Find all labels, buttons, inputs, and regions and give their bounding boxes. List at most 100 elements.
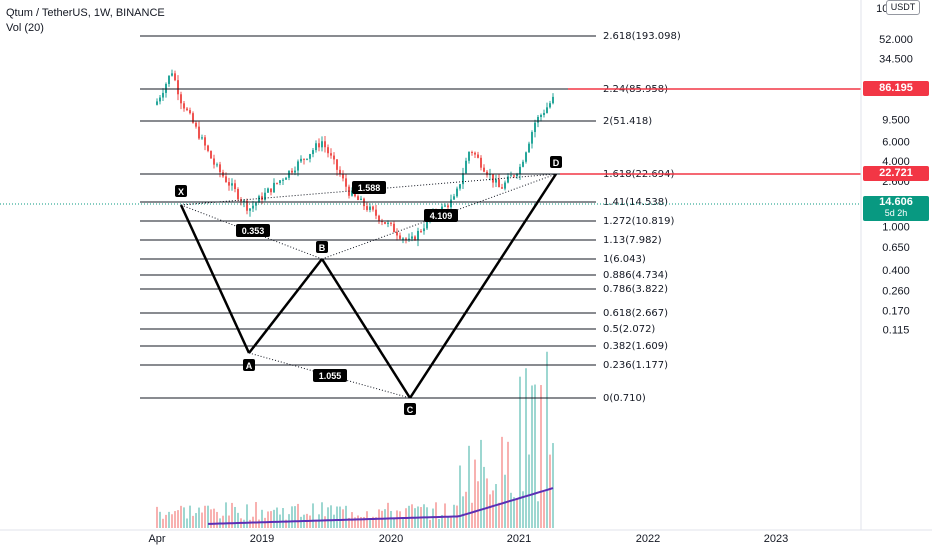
- fib-level-label: 0.382(1.609): [603, 341, 668, 352]
- volume-ma-line: [207, 487, 554, 525]
- ratio-badge: [352, 181, 386, 194]
- volume-bar: [156, 506, 158, 528]
- volume-bar: [483, 466, 485, 528]
- volume-bar: [183, 507, 185, 528]
- candle-body: [525, 152, 527, 162]
- pattern-ratio-line: [248, 352, 411, 399]
- candle-body: [300, 158, 302, 162]
- candle-body: [351, 191, 353, 196]
- volume-bar: [390, 510, 392, 528]
- ratio-label: 1.588: [358, 183, 381, 193]
- candle-body: [486, 171, 488, 176]
- candle-body: [411, 236, 413, 239]
- candle-body: [225, 176, 227, 183]
- candle-body: [237, 189, 239, 200]
- price-scale-tick: 52.000: [879, 34, 913, 46]
- pattern-ratio-line: [321, 173, 557, 260]
- volume-bar: [285, 519, 287, 528]
- candle-body: [504, 182, 506, 189]
- volume-bar: [429, 519, 431, 528]
- candle-body: [246, 200, 248, 211]
- volume-bar: [444, 503, 446, 528]
- volume-bar: [207, 505, 209, 528]
- candle-body: [519, 166, 521, 175]
- volume-bar: [549, 454, 551, 528]
- volume-bar: [474, 459, 476, 528]
- candle-body: [462, 173, 464, 185]
- candle-body: [156, 101, 158, 105]
- fib-extension-levels[interactable]: 2.618(193.098)2.24(85.958)2(51.418)1.618…: [0, 31, 861, 404]
- candle-body: [507, 176, 509, 183]
- candle-body: [546, 107, 548, 113]
- price-scale-tick: 6.000: [882, 137, 910, 149]
- volume-bar: [447, 516, 449, 528]
- volume-bar: [231, 502, 233, 528]
- candle-body: [267, 188, 269, 193]
- candle-body: [522, 161, 524, 167]
- fib-level-label: 1.13(7.982): [603, 235, 662, 246]
- candle-body: [258, 196, 260, 203]
- candle-body: [168, 75, 170, 84]
- fib-level-label: 2(51.418): [603, 116, 652, 127]
- volume-bar: [276, 507, 278, 528]
- last-price-value: 14.606: [879, 196, 913, 208]
- candle-body: [324, 141, 326, 148]
- fib-level-label: 1.272(10.819): [603, 216, 675, 227]
- candle-body: [387, 222, 389, 224]
- volume-bar: [327, 507, 329, 528]
- symbol-title[interactable]: Qtum / TetherUS, 1W, BINANCE: [6, 7, 165, 19]
- volume-bar: [498, 502, 500, 528]
- volume-bar: [225, 502, 227, 528]
- price-scale[interactable]: 320.000200.000100.00052.00034.50022.7211…: [860, 0, 916, 530]
- volume-bar: [321, 502, 323, 528]
- volume-indicator-label[interactable]: Vol (20): [6, 22, 44, 34]
- candle-body: [249, 208, 251, 211]
- candle-body: [321, 141, 323, 148]
- ratio-badge: [236, 224, 270, 237]
- volume-bar: [531, 385, 533, 528]
- volume-bar: [345, 505, 347, 528]
- candle-body: [459, 184, 461, 189]
- currency-button[interactable]: USDT: [886, 0, 920, 15]
- volume-bar: [267, 511, 269, 528]
- candle-body: [315, 143, 317, 151]
- candle-body: [252, 205, 254, 209]
- volume-bar: [402, 517, 404, 528]
- volume-bar: [180, 505, 182, 528]
- candle-body: [264, 192, 266, 200]
- volume-bar: [519, 376, 521, 528]
- candle-body: [549, 103, 551, 108]
- pattern-leg: [320, 258, 412, 399]
- xabcd-pattern[interactable]: X A B C D 0.353 1.588 4.109 1.055: [175, 156, 562, 415]
- volume-bar: [387, 502, 389, 528]
- volume-bar: [333, 514, 335, 528]
- candle-body: [171, 73, 173, 76]
- fib-level-label: 0.786(3.822): [603, 284, 668, 295]
- candle-body: [318, 143, 320, 148]
- candle-body: [375, 209, 377, 216]
- candle-body: [513, 175, 515, 177]
- volume-bar: [507, 441, 509, 528]
- pattern-point-badge: [316, 241, 328, 253]
- price-scale-tick: 0.115: [883, 324, 910, 336]
- pattern-point-badge: [243, 359, 255, 371]
- candle-body: [342, 174, 344, 179]
- candle-body: [159, 97, 161, 102]
- candle-body: [534, 122, 536, 133]
- volume-bar: [201, 512, 203, 528]
- pattern-leg: [408, 173, 558, 399]
- volume-bar: [342, 509, 344, 528]
- volume-bar: [516, 498, 518, 528]
- alert-price-label: 86.195: [863, 81, 929, 96]
- time-scale[interactable]: Apr 2019 2020 2021 2022 2023: [0, 529, 932, 545]
- volume-bar: [375, 517, 377, 528]
- volume-bar: [363, 516, 365, 528]
- candle-body: [390, 222, 392, 224]
- volume-bar: [480, 439, 482, 528]
- candle-body: [234, 183, 236, 190]
- candle-body: [498, 179, 500, 188]
- volume-bar: [282, 508, 284, 528]
- candle-body: [231, 183, 233, 186]
